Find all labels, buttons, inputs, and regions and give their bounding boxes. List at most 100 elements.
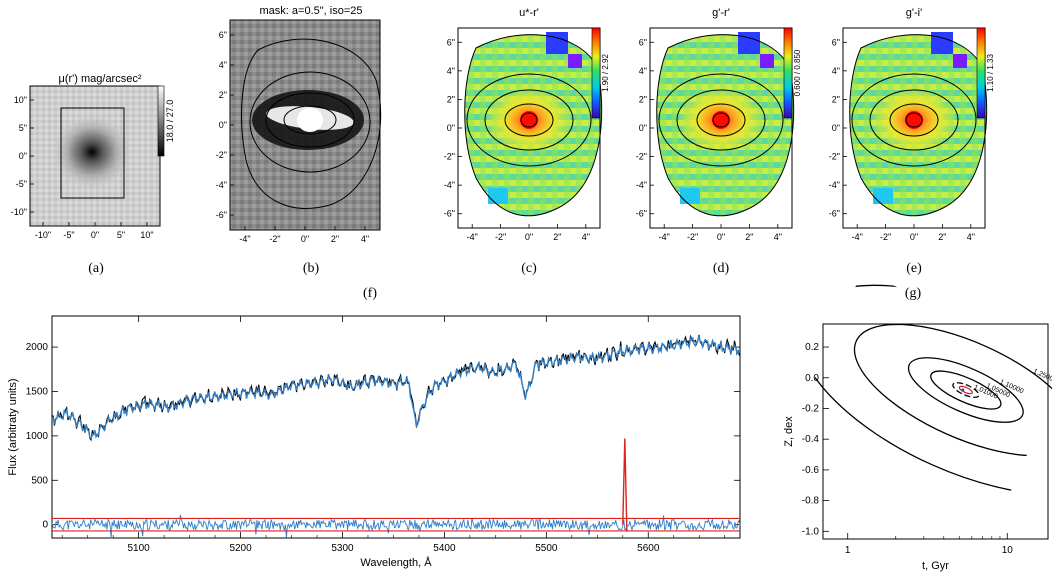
y-tick-label: -2" xyxy=(636,152,647,162)
y-tick-label: 6" xyxy=(832,37,840,47)
panel-e-cyan-patch xyxy=(873,188,893,204)
isophote-contour xyxy=(676,89,766,151)
x-tick-label: 0" xyxy=(525,232,533,242)
panel-g-caption: (g) xyxy=(905,286,922,301)
y-tick-label: -10" xyxy=(11,207,27,217)
panel-d-blue-patch xyxy=(738,32,760,54)
panel-b: mask: a=0.5", iso=25 -4" -2" 0" 2" 4" 6" 4" 2" 0… xyxy=(216,5,382,276)
y-tick-label: 0" xyxy=(447,123,455,133)
y-tick-label: -4" xyxy=(444,180,455,190)
panel-d-violet-patch xyxy=(760,54,774,68)
panel-d-outer-contour xyxy=(656,34,795,217)
chi2-frame xyxy=(822,323,1049,540)
isophote-contour xyxy=(696,103,746,137)
panel-c-colorbar-label: 1.90 / 2.92 xyxy=(601,54,610,92)
panel-a-ticks: -10" -5" 0" 5" 10" 10" 5" 0" -5" -10" xyxy=(11,95,154,240)
chi2-minimum-marker xyxy=(958,385,973,395)
panel-d-cyan-patch xyxy=(680,188,700,204)
x-tick-label: 2" xyxy=(938,232,946,242)
y-tick-label: -6" xyxy=(829,209,840,219)
x-tick-label: 4" xyxy=(582,232,590,242)
y-axis-label: Z, dex xyxy=(783,416,795,447)
x-tick-label: 4" xyxy=(774,232,782,242)
x-tick-label: 5100 xyxy=(128,543,151,554)
panel-c-caption: (c) xyxy=(521,261,537,276)
x-tick-label: 5400 xyxy=(433,543,456,554)
panel-d: g'-r' 0.600 / 0.850 -4" -2" 0" 2" 4" 6" 4" 2" 0" -2… xyxy=(636,7,802,276)
y-tick-label: -0.6 xyxy=(802,465,820,476)
panel-c-cyan-patch xyxy=(488,188,508,204)
panel-c: u*-r' 1.90 / 2.92 -4" -2" 0" 2" 4" 6" 4" 2" 0" -2" -… xyxy=(444,7,610,276)
panel-f-caption: (f) xyxy=(363,286,377,301)
y-tick-label: 0 xyxy=(42,520,48,531)
y-tick-label: 2" xyxy=(219,90,227,100)
chi2-contour-1.10000 xyxy=(907,357,1024,423)
y-tick-label: 6" xyxy=(447,37,455,47)
x-tick-label: 5500 xyxy=(535,543,558,554)
chi2-contour-1.25000 xyxy=(853,323,1052,457)
panel-c-title: u*-r' xyxy=(519,7,539,19)
y-tick-label: 2" xyxy=(639,94,647,104)
y-tick-label: -4" xyxy=(636,180,647,190)
x-tick-label: 5200 xyxy=(229,543,252,554)
isophote-contour xyxy=(712,112,730,128)
y-tick-label: -0.2 xyxy=(802,403,820,414)
y-tick-label: -4" xyxy=(216,180,227,190)
x-tick-label: 10 xyxy=(1002,545,1014,556)
panel-d-nucleus xyxy=(712,111,730,129)
y-tick-label: -0.8 xyxy=(802,496,820,507)
y-tick-label: -1.0 xyxy=(802,526,820,537)
x-axis-label: Wavelength, Å xyxy=(360,556,432,569)
y-tick-label: 6" xyxy=(219,30,227,40)
y-tick-label: -0.4 xyxy=(802,434,820,445)
panel-c-nucleus xyxy=(520,111,538,129)
y-tick-label: -2" xyxy=(216,150,227,160)
isophote-contour xyxy=(658,73,784,167)
y-tick-label: -6" xyxy=(444,209,455,219)
y-tick-label: 0.2 xyxy=(805,342,819,353)
x-tick-label: -4" xyxy=(239,234,250,244)
y-tick-label: 0" xyxy=(19,151,27,161)
panel-f-spectrum: 5100 5200 5300 5400 5500 5600 0 500 1000 1500 2000… xyxy=(7,315,741,569)
x-tick-label: -2" xyxy=(880,232,891,242)
x-axis-label: t, Gyr xyxy=(922,560,949,572)
x-tick-label: -4" xyxy=(467,232,478,242)
y-axis-label: Flux (arbitraty units) xyxy=(7,378,19,475)
isophote-contour xyxy=(869,89,959,151)
panel-a: μ(r') mag/arcsec² 18.0 / 27.0 -10" -5" 0" 5… xyxy=(11,73,175,276)
panel-a-caption: (a) xyxy=(88,261,104,276)
panel-e-colorbar xyxy=(976,27,986,119)
y-tick-label: 0.0 xyxy=(805,373,819,384)
x-tick-label: 0" xyxy=(301,234,309,244)
isophote-contour xyxy=(905,112,923,128)
panel-b-mask xyxy=(297,108,323,132)
panel-c-violet-patch xyxy=(568,54,582,68)
x-tick-label: 0" xyxy=(91,230,99,240)
x-tick-label: -2" xyxy=(687,232,698,242)
isophote-contour xyxy=(851,73,977,167)
x-tick-label: 4" xyxy=(967,232,975,242)
x-tick-label: -4" xyxy=(852,232,863,242)
panel-e-violet-patch xyxy=(953,54,967,68)
panel-b-contours xyxy=(241,38,382,209)
x-tick-label: 1 xyxy=(845,545,851,556)
isophote-contour xyxy=(504,103,554,137)
y-tick-label: -2" xyxy=(829,152,840,162)
y-tick-label: -6" xyxy=(216,210,227,220)
panel-d-title: g'-r' xyxy=(712,7,730,19)
panel-d-caption: (d) xyxy=(713,261,730,276)
x-tick-label: 5" xyxy=(117,230,125,240)
panel-a-galaxy xyxy=(52,114,132,190)
model-spectrum-line xyxy=(51,335,740,440)
y-tick-label: 4" xyxy=(219,60,227,70)
x-tick-label: -10" xyxy=(35,230,51,240)
panel-b-ticks: -4" -2" 0" 2" 4" 6" 4" 2" 0" -2" -4" -6" xyxy=(216,30,369,244)
y-tick-label: 2" xyxy=(447,94,455,104)
panel-e-blue-patch xyxy=(931,32,953,54)
y-tick-label: 4" xyxy=(639,66,647,76)
panel-b-title: mask: a=0.5", iso=25 xyxy=(260,5,363,17)
isophote-contour xyxy=(484,89,574,151)
panel-e-colorbar-label: 1.10 / 1.33 xyxy=(986,54,995,92)
x-tick-label: -5" xyxy=(63,230,74,240)
x-tick-label: 2" xyxy=(331,234,339,244)
